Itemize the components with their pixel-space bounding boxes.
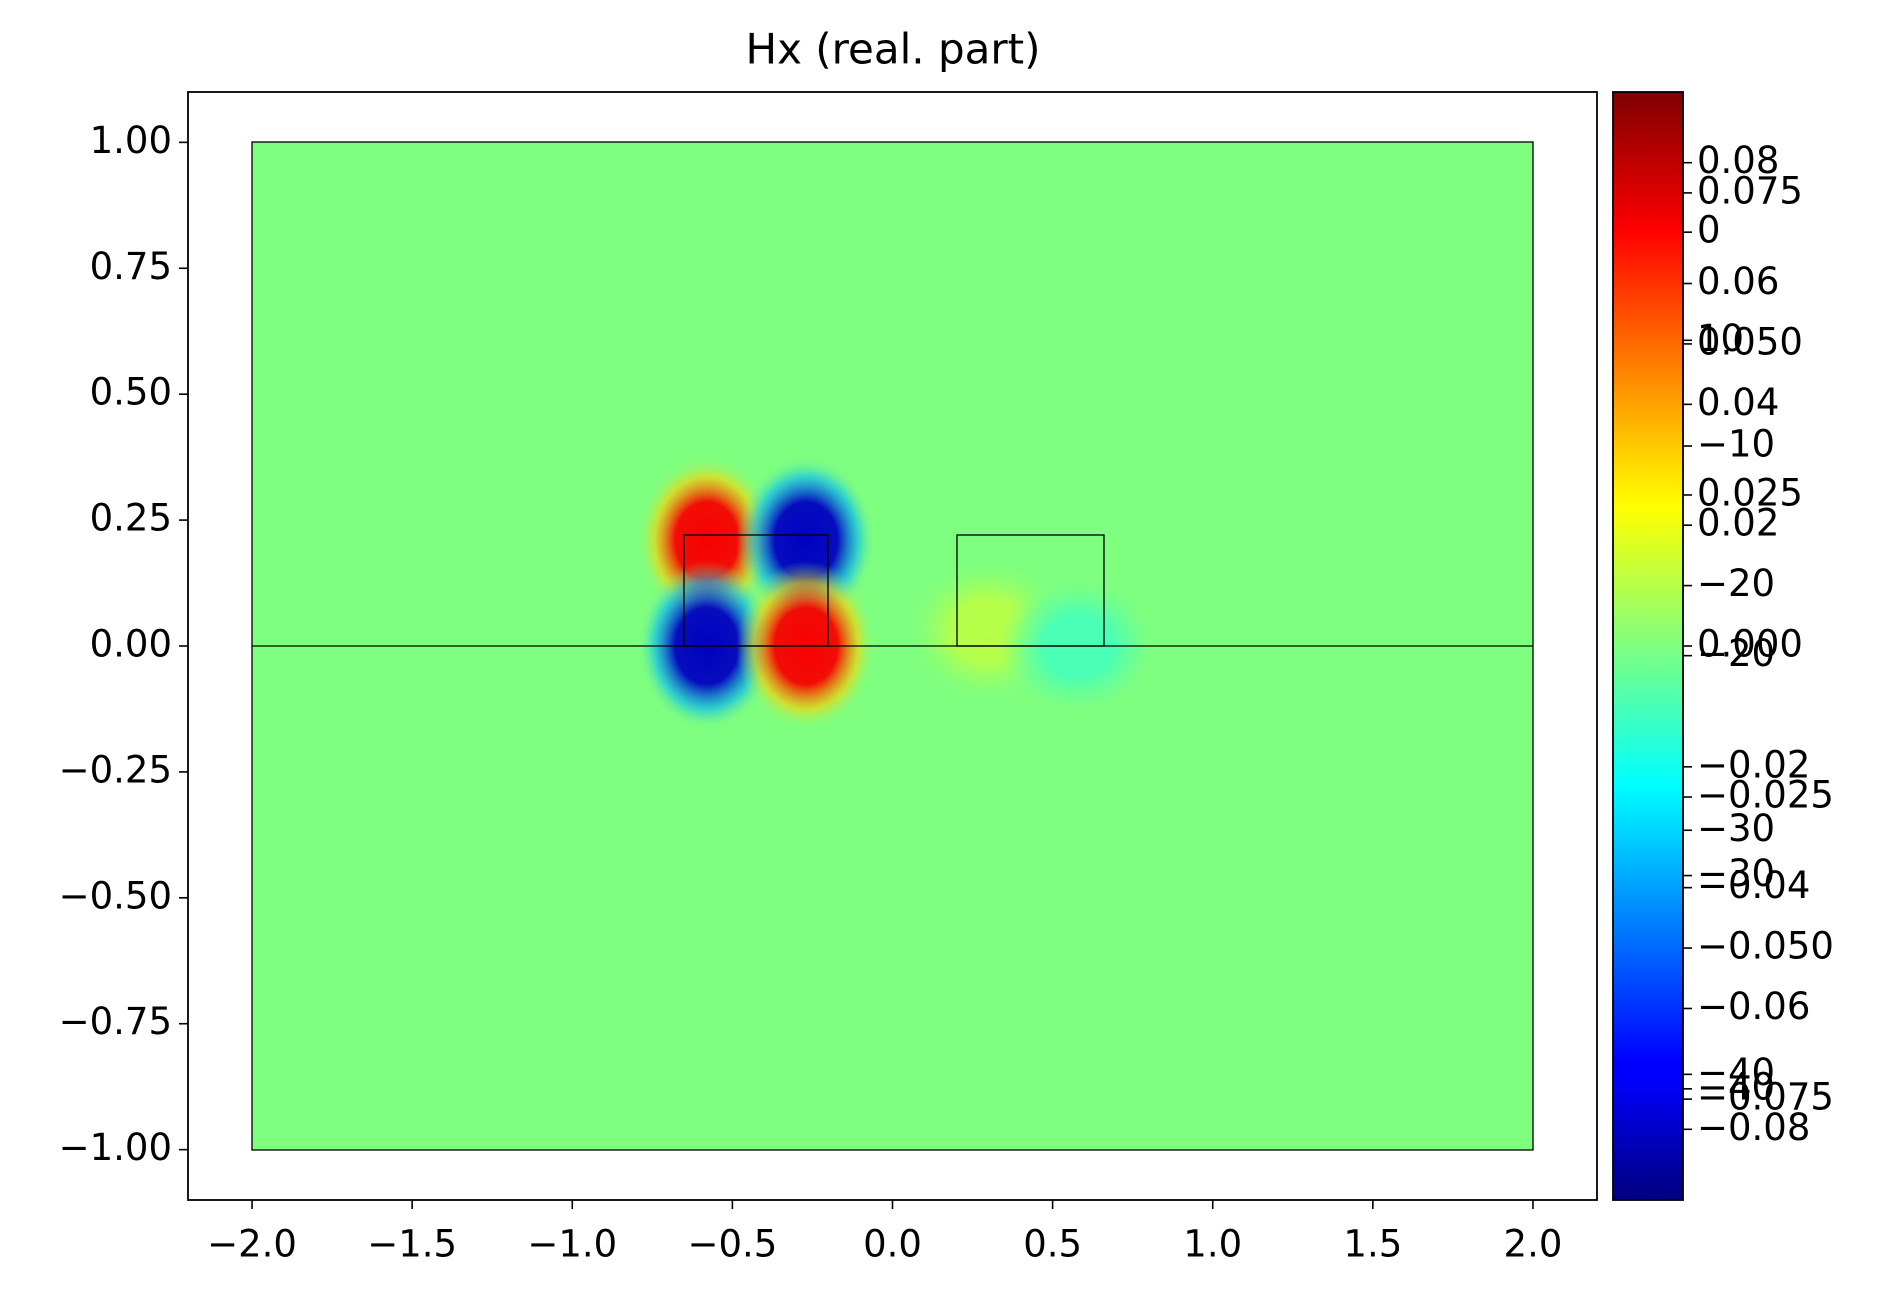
colorbar-tick-label: 0.02 (1697, 502, 1779, 545)
x-tick-label: 0.5 (1023, 1223, 1082, 1266)
y-tick-label: −0.25 (59, 748, 172, 791)
y-tick-label: 1.00 (90, 119, 172, 162)
colorbar-tick-label: 0.04 (1697, 381, 1779, 424)
x-tick-label: 0.0 (863, 1223, 922, 1266)
x-tick-label: −0.5 (687, 1223, 777, 1266)
colorbar-tick-label: −20 (1697, 632, 1775, 675)
colorbar-tick-label: −0.08 (1697, 1106, 1810, 1149)
x-tick-label: −1.0 (527, 1223, 617, 1266)
y-tick-label: 0.25 (90, 497, 172, 540)
colorbar-tick-label: −40 (1697, 1065, 1775, 1108)
colorbar-tick-label: 0.025 (1697, 471, 1803, 514)
x-tick-label: −2.0 (207, 1223, 297, 1266)
colorbar-tick-label: −0.04 (1697, 864, 1810, 907)
scatterer-outline (683, 534, 829, 647)
colorbar-tick-label: 0 (1697, 209, 1721, 252)
colorbar-tick-label: −0.050 (1697, 925, 1834, 968)
colorbar-tick-label: −0.025 (1697, 774, 1834, 817)
colorbar-tick-label: 10 (1697, 317, 1744, 360)
scatterer-outline (956, 534, 1105, 647)
field-layer (636, 455, 1159, 731)
colorbar-tick-label: −0.06 (1697, 985, 1810, 1028)
y-tick-label: −1.00 (59, 1126, 172, 1169)
colorbar-tick-label: 0.075 (1697, 169, 1803, 212)
colorbar-tick-label: 0.050 (1697, 320, 1803, 363)
x-tick-label: 1.0 (1183, 1223, 1242, 1266)
x-tick-label: 2.0 (1504, 1223, 1563, 1266)
x-tick-label: 1.5 (1343, 1223, 1402, 1266)
colorbar-tick-label: 0.06 (1697, 260, 1779, 303)
x-tick-label: −1.5 (367, 1223, 457, 1266)
colorbar-tick-label: 0.08 (1697, 139, 1779, 182)
colorbar-tick-label: −0.02 (1697, 743, 1810, 786)
colorbar-tick-label: −10 (1697, 423, 1775, 466)
colorbar-tick-label: −30 (1697, 852, 1775, 895)
colorbar-tick-label: −0.075 (1697, 1076, 1834, 1119)
chart-title: Hx (real. part) (746, 25, 1041, 74)
y-tick-label: 0.75 (90, 245, 172, 288)
y-tick-label: −0.50 (59, 874, 172, 917)
y-tick-label: 0.00 (90, 623, 172, 666)
colorbar-tick-label: −40 (1697, 1051, 1775, 1094)
y-tick-label: 0.50 (90, 371, 172, 414)
colorbar (1612, 91, 1684, 1201)
y-tick-label: −0.75 (59, 1000, 172, 1043)
colorbar-tick-label: 0.000 (1697, 623, 1803, 666)
colorbar-tick-label: −20 (1697, 562, 1775, 605)
colorbar-tick-label: −30 (1697, 807, 1775, 850)
